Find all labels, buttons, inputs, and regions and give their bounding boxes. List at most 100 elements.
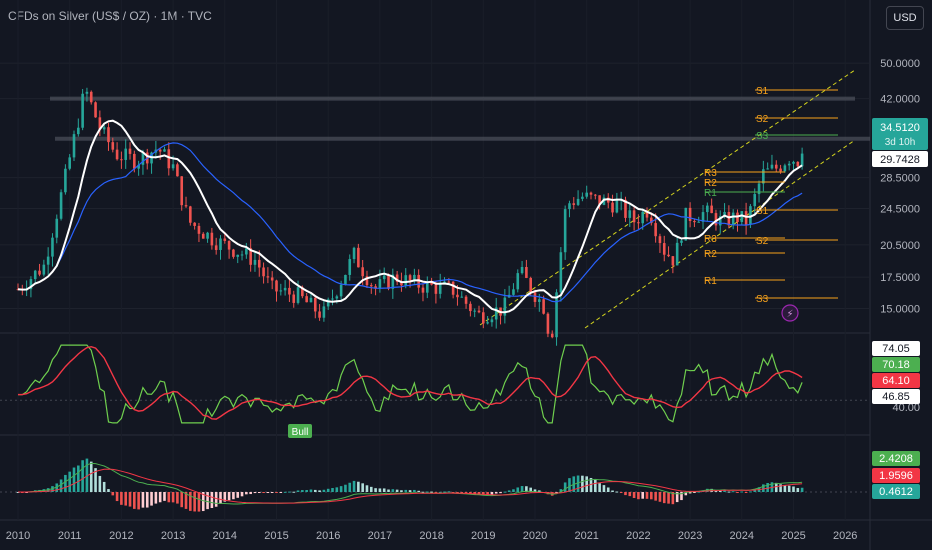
pivot-label: S3 [756,131,769,142]
macd-histogram-bar [516,487,520,492]
candle [464,296,468,304]
candle [667,254,670,257]
candle [89,91,93,103]
candle [81,93,84,128]
macd-histogram-bar [538,490,541,492]
lightning-icon: ⚡ [786,309,793,320]
candle [335,296,339,299]
y-tick-label: 20.5000 [880,240,920,252]
candle [796,161,800,167]
candle [301,287,304,297]
macd-histogram-bar [275,492,278,493]
macd-histogram-bar [744,492,748,493]
candle [68,157,71,169]
candle [206,232,209,239]
candle [525,267,528,278]
macd-histogram-bar [206,492,209,510]
macd-histogram-bar [352,480,356,492]
candle [279,290,283,292]
candle [120,159,123,161]
candle [309,297,313,303]
macd-histogram-bar [305,490,308,492]
macd-histogram-bar [374,488,377,492]
candle [447,281,451,283]
y-tick-label: 17.5000 [880,272,920,284]
macd-histogram-bar [236,492,240,498]
macd-histogram-bar [714,490,718,492]
pivot-label: R2 [704,249,717,260]
candle [602,197,606,205]
candle [64,168,67,193]
ma-price-label: 29.7428 [880,154,920,166]
macd-histogram-bar [145,492,149,508]
macd-histogram-bar [158,492,162,503]
event-marker-icon[interactable] [781,304,799,322]
candle [395,274,399,282]
last-price-badge [872,118,928,150]
chart-title: CFDs on Silver (US$ / OZ) · 1M · TVC [8,9,212,23]
macd-histogram-bar [408,490,412,492]
macd-histogram-bar [619,492,623,493]
candle [503,297,507,316]
macd-histogram-bar [339,486,343,492]
macd-histogram-bar [163,492,166,501]
channel-upper-line[interactable] [479,69,856,326]
candle [658,236,662,244]
candle [576,198,580,205]
horizontal-level[interactable] [50,96,855,101]
candle [800,153,804,167]
macd-histogram-bar [111,492,115,496]
macd-histogram-bar [270,492,274,493]
candle [615,200,619,213]
macd-histogram-bar [637,492,640,500]
candle [257,259,261,268]
macd-histogram-bar [632,492,636,498]
horizontal-level[interactable] [55,136,870,141]
macd-histogram-bar [611,490,614,492]
macd-histogram-bar [313,489,317,492]
macd-histogram-bar [210,492,214,509]
macd-histogram-bar [98,475,102,492]
candle [288,287,291,295]
candle [490,319,494,323]
y-tick-label: 15.0000 [880,304,920,316]
macd-histogram-bar [128,492,132,507]
candle [421,287,425,293]
candle [46,256,50,265]
macd-histogram-bar [740,491,744,493]
macd-histogram-bar [594,480,597,492]
candle [365,276,369,286]
currency-button[interactable]: USD [886,6,924,30]
macd-histogram-bar [718,490,722,492]
bull-divergence-tag[interactable] [288,424,312,438]
macd-histogram-bar [451,492,455,493]
macd-histogram-bar [115,492,119,502]
macd-histogram-bar [490,492,494,495]
candle [637,222,640,224]
rsi-signal-line [18,345,803,420]
macd-histogram-bar [650,492,653,500]
candle [572,203,576,205]
candle [167,149,171,169]
candle [512,289,515,295]
channel-lower-line[interactable] [584,139,856,329]
macd-histogram-bar [102,481,106,492]
macd-histogram-bar [585,476,588,492]
macd-signal-line [18,468,803,504]
candle [266,276,270,278]
macd-histogram-bar [684,492,688,496]
macd-histogram-bar [606,487,610,492]
macd-histogram-bar [266,492,270,493]
candle [559,252,563,293]
pivot-label: S2 [756,236,769,247]
candle [305,296,308,303]
macd-histogram-bar [124,492,128,506]
macd-histogram-bar [598,483,601,492]
macd-histogram-bar [624,492,627,496]
macd-histogram-bar [774,482,778,492]
macd-histogram-bar [344,484,347,492]
macd-histogram-bar [94,468,97,492]
candle [550,333,554,338]
macd-value-label: 2.4208 [879,453,913,465]
